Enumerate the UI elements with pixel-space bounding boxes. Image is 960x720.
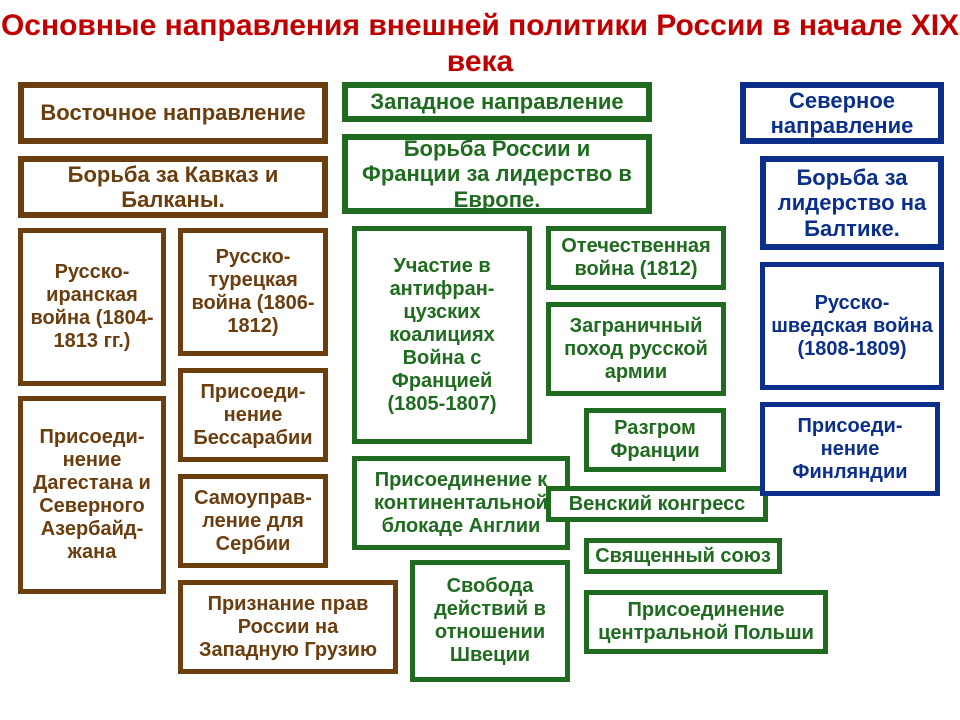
box-east-iran: Русско-иранская война (1804-1813 гг.) xyxy=(18,228,166,386)
box-east-header: Восточное направление xyxy=(18,82,328,144)
page-title: Основные направления внешней политики Ро… xyxy=(0,0,960,84)
box-west-theme: Борьба России и Франции за лидерство в Е… xyxy=(342,134,652,214)
box-east-dag: Присоеди-нение Дагестана и Северного Азе… xyxy=(18,396,166,594)
box-west-sweden: Свобода действий в отношении Швеции xyxy=(410,560,570,682)
box-west-pohod: Заграничный поход русской армии xyxy=(546,302,726,396)
box-east-bess: Присоеди-нение Бессарабии xyxy=(178,368,328,462)
box-east-theme: Борьба за Кавказ и Балканы. xyxy=(18,156,328,218)
box-north-header: Северное направление xyxy=(740,82,944,144)
box-east-turk: Русско-турецкая война (1806-1812) xyxy=(178,228,328,356)
box-west-poland: Присоединение центральной Польши xyxy=(584,590,828,654)
box-north-swed: Русско-шведская война (1808-1809) xyxy=(760,262,944,390)
box-east-georgia: Признание прав России на Западную Грузию xyxy=(178,580,398,674)
box-west-holy: Священный союз xyxy=(584,538,782,574)
box-north-fin: Присоеди-нение Финляндии xyxy=(760,402,940,496)
box-east-serb: Самоуправ-ление для Сербии xyxy=(178,474,328,568)
box-west-vienna: Венский конгресс xyxy=(546,486,768,522)
box-north-theme: Борьба за лидерство на Балтике. xyxy=(760,156,944,250)
box-west-block: Присоединение к континентальной блокаде … xyxy=(352,456,570,550)
box-west-header: Западное направление xyxy=(342,82,652,122)
box-west-razg: Разгром Франции xyxy=(584,408,726,472)
box-west-coal: Участие в антифран-цузских коалициях Вой… xyxy=(352,226,532,444)
box-west-1812: Отечественная война (1812) xyxy=(546,226,726,290)
